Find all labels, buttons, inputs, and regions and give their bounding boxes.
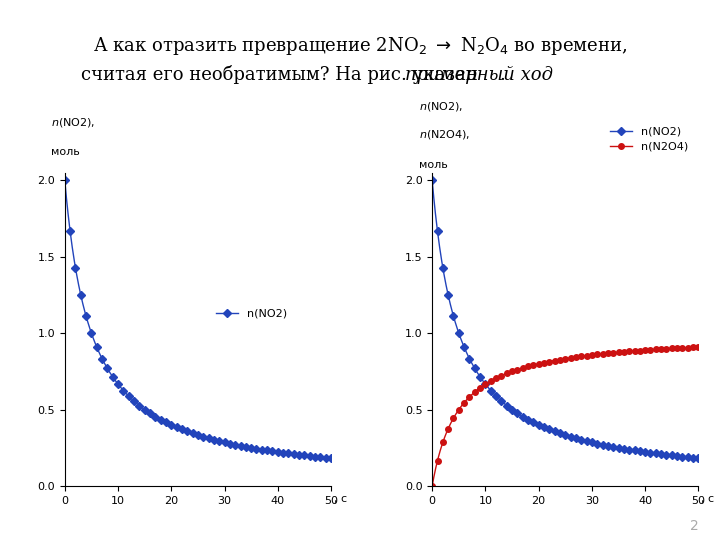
Legend: n(NO2): n(NO2) [211, 305, 291, 323]
Text: моль: моль [419, 160, 448, 170]
Legend: n(NO2), n(N2O4): n(NO2), n(N2O4) [606, 122, 693, 157]
Text: , с: , с [333, 494, 347, 503]
Text: 2: 2 [690, 519, 699, 534]
Text: примерный ход: примерный ход [405, 65, 553, 84]
Text: считая его необратимым? На рис. указан: считая его необратимым? На рис. указан [81, 65, 484, 84]
Text: моль: моль [52, 147, 80, 157]
Text: , с: , с [701, 494, 714, 503]
Text: $n$(NO2),: $n$(NO2), [52, 116, 96, 129]
Text: А как отразить превращение 2NO$_2$ $\rightarrow$ N$_2$O$_4$ во времени,: А как отразить превращение 2NO$_2$ $\rig… [93, 35, 627, 57]
Text: считая его необратимым? На рис. указан примерный ход.: считая его необратимым? На рис. указан п… [82, 65, 638, 84]
Text: $n$(NO2),: $n$(NO2), [419, 100, 463, 113]
Text: $n$(N2O4),: $n$(N2O4), [419, 129, 470, 141]
Text: .: . [499, 65, 505, 84]
